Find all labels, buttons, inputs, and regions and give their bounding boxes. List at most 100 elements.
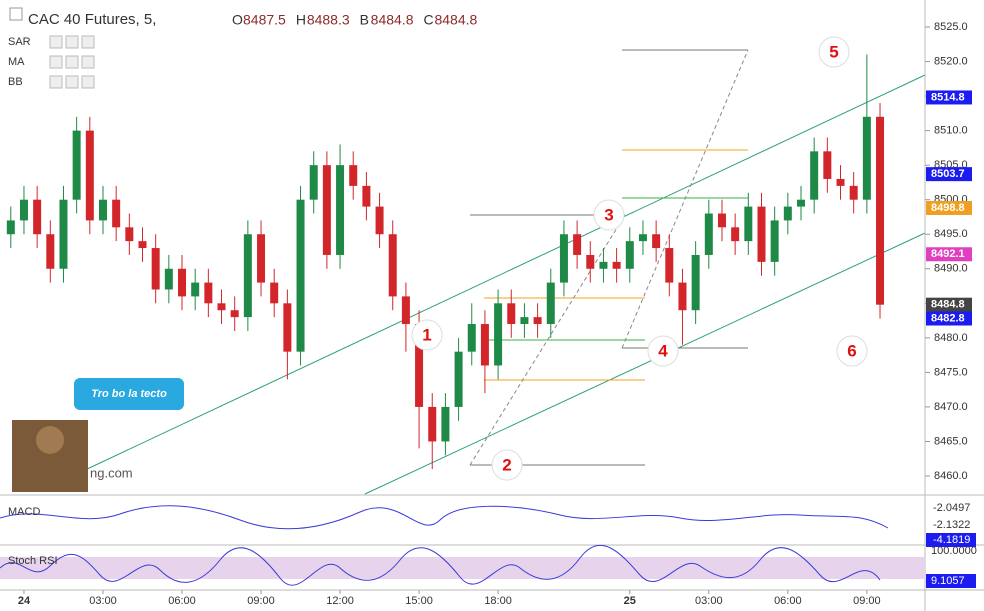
- candle-body: [797, 199, 805, 207]
- chart-title: CAC 40 Futures, 5,: [28, 11, 156, 28]
- indicator-button: [65, 35, 79, 49]
- candle-body: [375, 206, 384, 235]
- candle-body: [230, 310, 239, 318]
- indicator-list: SAR MA BB: [8, 35, 95, 89]
- macd-label: MACD: [8, 506, 40, 518]
- annotation: 6: [847, 341, 856, 360]
- indicator-button: [65, 55, 79, 69]
- candle-body: [401, 296, 410, 325]
- candle-body: [349, 165, 358, 186]
- candle-body: [72, 130, 81, 200]
- menu-icon[interactable]: [9, 7, 23, 21]
- candle-body: [717, 213, 726, 228]
- macd-line: [0, 505, 889, 530]
- candle-body: [744, 206, 753, 242]
- candle-body: [836, 178, 845, 186]
- price-marker: [926, 200, 972, 215]
- candle-body: [164, 268, 173, 290]
- candle-body: [520, 317, 529, 325]
- indicator-button: [49, 75, 63, 89]
- candle-body: [573, 234, 582, 255]
- y-tick-label: 8480.0: [934, 332, 968, 344]
- x-tick-label: 03:00: [695, 595, 723, 607]
- candle-body: [59, 199, 68, 269]
- indicator-button: [49, 55, 63, 69]
- x-tick-label: 15:00: [405, 595, 433, 607]
- y-tick-label: 8470.0: [934, 401, 968, 413]
- candle-body: [336, 165, 345, 255]
- candle-body: [546, 282, 555, 325]
- candle-body: [98, 199, 107, 221]
- candle-body: [678, 282, 687, 311]
- legend-key: C: [423, 12, 433, 28]
- annotation-circle: [491, 449, 523, 481]
- candle-body: [586, 254, 595, 269]
- callout-box: [74, 378, 184, 410]
- y-tick-label: 8520.0: [934, 55, 968, 67]
- avatar-image: [36, 426, 64, 454]
- price-marker: [926, 167, 972, 182]
- indicator-button: [81, 55, 95, 69]
- y-tick-label: 8510.0: [934, 125, 968, 137]
- candle-body: [270, 282, 279, 304]
- candle-body: [415, 324, 424, 407]
- y-tick-label: 8490.0: [934, 263, 968, 275]
- candle-body: [757, 206, 766, 262]
- price-marker-label: 8482.8: [931, 312, 965, 324]
- candle-body: [296, 199, 305, 352]
- x-tick-label: 06:00: [168, 595, 196, 607]
- price-marker: [926, 311, 972, 326]
- indicator-button: [81, 75, 95, 89]
- x-tick-label: 06:00: [774, 595, 802, 607]
- price-marker: [926, 247, 972, 262]
- price-marker: [926, 297, 972, 312]
- indicator-label: BB: [8, 76, 23, 88]
- candle-body: [19, 199, 28, 221]
- candle-body: [652, 234, 661, 249]
- candle-body: [849, 185, 858, 200]
- candle-body: [665, 248, 674, 283]
- candle-body: [441, 406, 450, 442]
- candle-body: [6, 220, 15, 235]
- price-marker-label: 8503.7: [931, 168, 965, 180]
- candle-body: [494, 303, 503, 366]
- y-tick-label: 8495.0: [934, 228, 968, 240]
- macd-value: -2.1322: [933, 519, 970, 531]
- candle-body: [823, 151, 832, 179]
- candle-body: [217, 303, 226, 311]
- candle-body: [322, 165, 331, 255]
- channel-line: [364, 232, 926, 495]
- legend-value: 8488.3: [307, 12, 350, 28]
- indicator-button: [81, 35, 95, 49]
- fib-diagonal: [621, 49, 749, 349]
- candle-body: [257, 234, 266, 283]
- price-marker-label: 8514.8: [931, 91, 965, 103]
- indicator-button: [49, 35, 63, 49]
- y-tick-label: 8460.0: [934, 470, 968, 482]
- candle-body: [428, 406, 437, 442]
- drawings: [84, 49, 926, 495]
- candle-body: [33, 199, 42, 235]
- price-marker-label: 8492.1: [931, 248, 965, 260]
- annotation: 1: [422, 325, 431, 344]
- candle-body: [178, 268, 187, 297]
- channel-line: [84, 74, 926, 471]
- candle-body: [191, 282, 200, 297]
- candle-body: [454, 351, 463, 407]
- annotation-circle: [593, 199, 625, 231]
- candle-body: [85, 130, 94, 221]
- legend-key: B: [360, 12, 369, 28]
- candle-body: [810, 151, 819, 200]
- candle-body: [480, 324, 489, 366]
- indicator-button: [65, 75, 79, 89]
- stoch-band: [0, 557, 925, 579]
- indicator-label: SAR: [8, 36, 31, 48]
- indicator-label: MA: [8, 56, 25, 68]
- candle-body: [362, 185, 371, 207]
- annotation: 2: [502, 455, 511, 474]
- annotation: 5: [829, 42, 838, 61]
- candle-body: [283, 303, 292, 352]
- price-marker-label: 8498.8: [931, 202, 965, 214]
- stoch-line: [0, 544, 881, 586]
